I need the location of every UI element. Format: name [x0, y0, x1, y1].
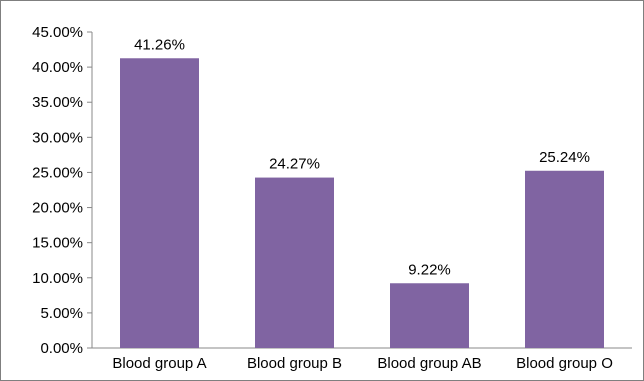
data-label-3: 9.22% [408, 261, 451, 278]
data-label-1: 41.26% [134, 36, 185, 53]
y-tick-label: 0.00% [40, 340, 83, 357]
y-tick-label: 5.00% [40, 305, 83, 322]
y-tick-label: 35.00% [32, 94, 83, 111]
y-tick-label: 30.00% [32, 129, 83, 146]
bar-3 [390, 283, 469, 348]
bar-2 [255, 177, 334, 348]
y-tick-label: 15.00% [32, 235, 83, 252]
y-tick-label: 10.00% [32, 270, 83, 287]
y-tick-label: 25.00% [32, 164, 83, 181]
bar-4 [525, 170, 604, 348]
category-label-2: Blood group B [247, 355, 342, 372]
y-axis: 0.00% 5.00% 10.00% 15.00% 20.00% 25.00% 30.00%… [32, 24, 632, 357]
data-label-2: 24.27% [269, 156, 320, 173]
category-label-1: Blood group A [112, 355, 206, 372]
data-label-4: 25.24% [539, 149, 590, 166]
data-labels: 41.26% 24.27% 9.22% 25.24% [134, 36, 590, 278]
y-tick-label: 45.00% [32, 24, 83, 41]
y-tick-label: 20.00% [32, 200, 83, 217]
category-label-3: Blood group AB [377, 355, 481, 372]
category-label-4: Blood group O [516, 355, 613, 372]
x-axis-categories: Blood group A Blood group B Blood group AB… [112, 355, 612, 372]
bars [120, 58, 604, 348]
bar-1 [120, 58, 199, 348]
y-tick-label: 40.00% [32, 59, 83, 76]
